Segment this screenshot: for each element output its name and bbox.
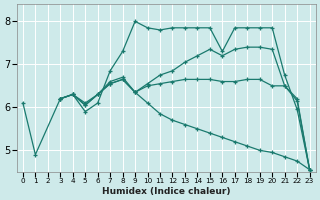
X-axis label: Humidex (Indice chaleur): Humidex (Indice chaleur) (102, 187, 230, 196)
